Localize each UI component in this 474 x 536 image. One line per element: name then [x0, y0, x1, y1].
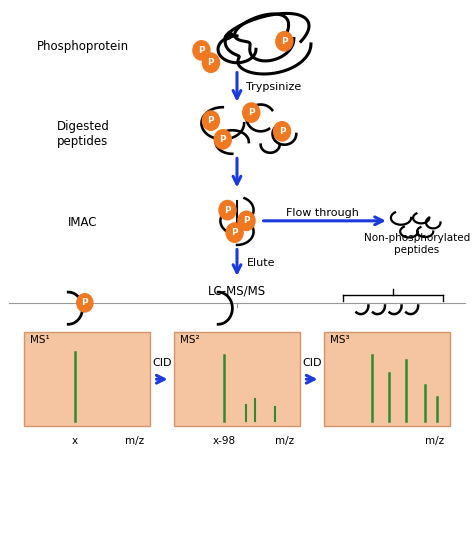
- Text: m/z: m/z: [275, 436, 294, 446]
- Text: P: P: [231, 228, 238, 237]
- Text: Flow through: Flow through: [286, 209, 359, 218]
- FancyBboxPatch shape: [324, 332, 450, 426]
- Text: m/z: m/z: [425, 436, 444, 446]
- Text: x-98: x-98: [213, 436, 236, 446]
- Text: Phosphoprotein: Phosphoprotein: [37, 40, 129, 53]
- Text: Non-phosphorylated
peptides: Non-phosphorylated peptides: [364, 233, 470, 255]
- Circle shape: [243, 103, 260, 122]
- Text: P: P: [198, 46, 205, 55]
- Text: MS¹: MS¹: [30, 335, 50, 345]
- Text: P: P: [82, 299, 88, 307]
- Text: MS³: MS³: [330, 335, 349, 345]
- Circle shape: [273, 122, 291, 141]
- Text: Elute: Elute: [246, 258, 275, 267]
- Text: Digested
peptides: Digested peptides: [56, 120, 109, 148]
- Text: P: P: [208, 58, 214, 67]
- Circle shape: [193, 41, 210, 60]
- Text: Trypsinize: Trypsinize: [246, 82, 302, 92]
- Text: m/z: m/z: [125, 436, 145, 446]
- Text: CID: CID: [302, 359, 322, 369]
- Text: IMAC: IMAC: [68, 216, 98, 229]
- Text: LC-MS/MS: LC-MS/MS: [208, 285, 266, 297]
- Circle shape: [202, 53, 219, 72]
- Text: P: P: [224, 206, 231, 214]
- Text: P: P: [208, 116, 214, 125]
- Text: P: P: [279, 127, 285, 136]
- Text: P: P: [243, 217, 250, 225]
- Circle shape: [238, 211, 255, 230]
- Circle shape: [219, 200, 236, 220]
- FancyBboxPatch shape: [174, 332, 300, 426]
- Text: P: P: [248, 108, 255, 117]
- Text: x: x: [72, 436, 78, 446]
- Circle shape: [202, 111, 219, 130]
- Text: MS²: MS²: [180, 335, 200, 345]
- Circle shape: [214, 130, 231, 149]
- Circle shape: [276, 32, 293, 51]
- Text: P: P: [281, 37, 288, 46]
- Circle shape: [77, 294, 93, 312]
- FancyBboxPatch shape: [24, 332, 150, 426]
- Text: P: P: [219, 135, 226, 144]
- Text: CID: CID: [152, 359, 172, 369]
- Circle shape: [226, 223, 243, 242]
